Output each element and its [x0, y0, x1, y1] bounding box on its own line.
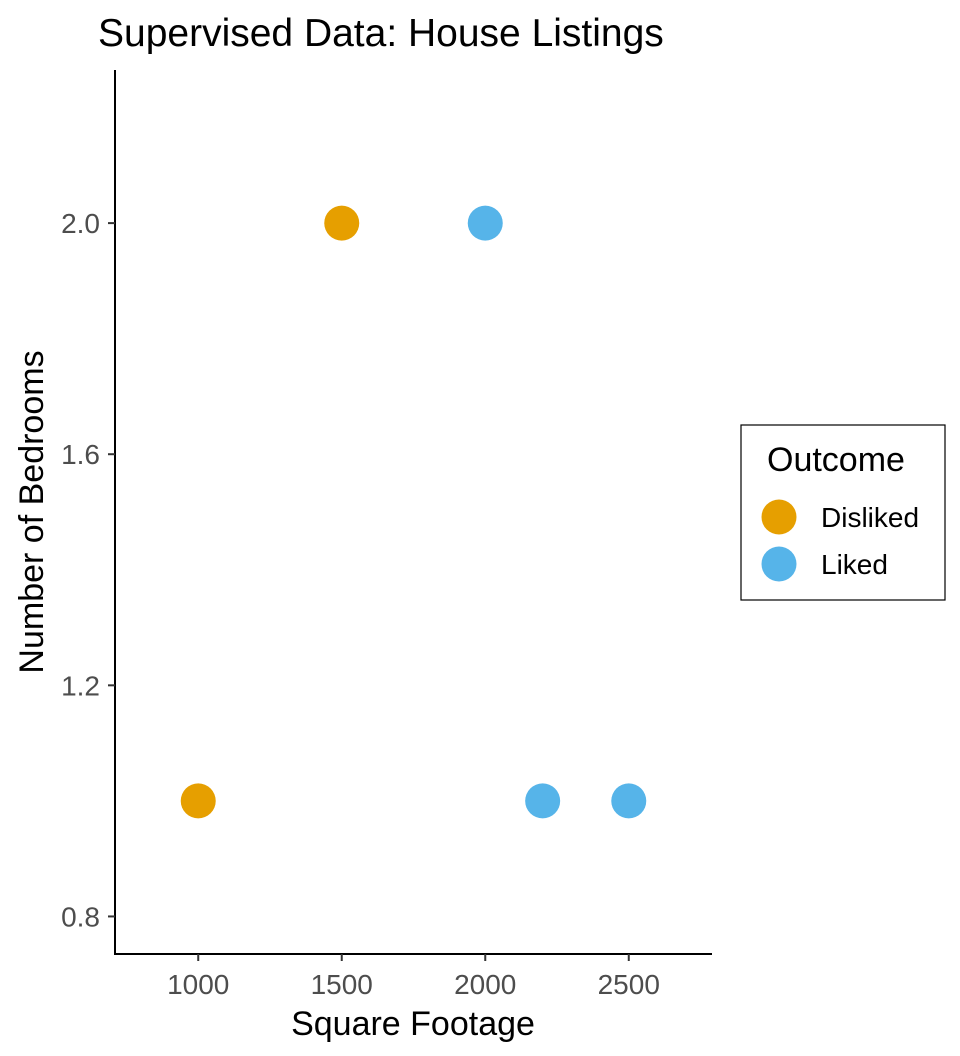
legend: Outcome Disliked Liked — [740, 424, 946, 601]
y-tick-label: 1.6 — [61, 439, 100, 470]
legend-title: Outcome — [767, 441, 905, 479]
x-tick-label: 2000 — [454, 969, 516, 1000]
data-point-disliked — [180, 783, 216, 819]
data-point-disliked — [324, 205, 360, 241]
legend-label: Liked — [821, 549, 888, 580]
points-layer — [180, 205, 647, 819]
data-point-liked — [467, 205, 503, 241]
legend-label: Disliked — [821, 502, 919, 533]
x-tick-label: 1000 — [167, 969, 229, 1000]
y-axis-ticks: 0.8 1.2 1.6 2.0 — [61, 208, 115, 932]
legend-key-liked — [761, 546, 797, 582]
x-axis-ticks: 1000 1500 2000 2500 — [167, 954, 660, 1000]
y-axis-title: Number of Bedrooms — [13, 350, 51, 673]
legend-items: Disliked Liked — [761, 499, 919, 582]
y-tick-label: 1.2 — [61, 670, 100, 701]
legend-key-disliked — [761, 499, 797, 535]
x-axis-title: Square Footage — [291, 1005, 535, 1043]
data-point-liked — [525, 783, 561, 819]
x-tick-label: 2500 — [598, 969, 660, 1000]
chart-title: Supervised Data: House Listings — [98, 12, 664, 55]
y-tick-label: 0.8 — [61, 901, 100, 932]
data-point-liked — [611, 783, 647, 819]
x-tick-label: 1500 — [311, 969, 373, 1000]
y-tick-label: 2.0 — [61, 208, 100, 239]
